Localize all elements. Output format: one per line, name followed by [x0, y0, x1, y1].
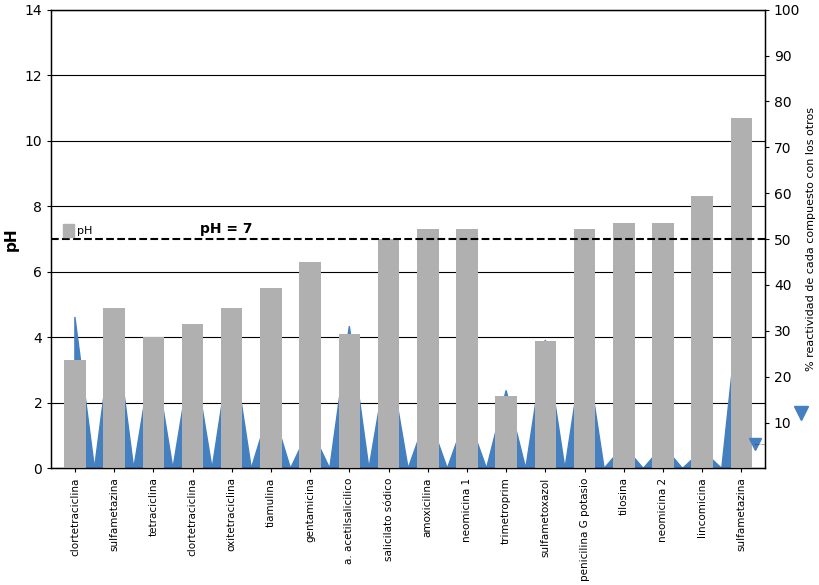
Bar	[103, 308, 124, 469]
Bar	[260, 288, 282, 469]
Bar	[613, 223, 634, 469]
Bar	[690, 197, 712, 469]
Bar	[220, 308, 242, 469]
Bar	[143, 338, 164, 469]
Bar	[64, 360, 85, 469]
Bar	[455, 229, 477, 469]
Bar	[495, 397, 516, 469]
Text: pH = 7: pH = 7	[200, 222, 252, 236]
Polygon shape	[75, 285, 740, 469]
Bar	[299, 262, 320, 469]
Bar	[378, 239, 399, 469]
Bar	[534, 340, 555, 469]
Bar	[573, 229, 595, 469]
Legend: pH: pH	[58, 219, 97, 242]
Bar	[338, 334, 360, 469]
Y-axis label: pH: pH	[4, 227, 19, 251]
Bar	[416, 229, 438, 469]
Y-axis label: % reactividad de cada compuesto con los otros: % reactividad de cada compuesto con los …	[805, 107, 815, 371]
Bar	[651, 223, 673, 469]
Bar	[182, 324, 203, 469]
Legend: % reactividad: % reactividad	[753, 443, 763, 445]
Bar	[730, 118, 751, 469]
